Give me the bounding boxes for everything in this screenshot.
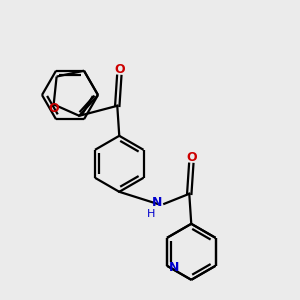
Text: N: N	[169, 261, 179, 274]
Text: N: N	[152, 196, 163, 209]
Text: O: O	[186, 151, 196, 164]
Text: H: H	[147, 209, 155, 219]
Text: O: O	[48, 102, 59, 116]
Text: O: O	[114, 63, 124, 76]
